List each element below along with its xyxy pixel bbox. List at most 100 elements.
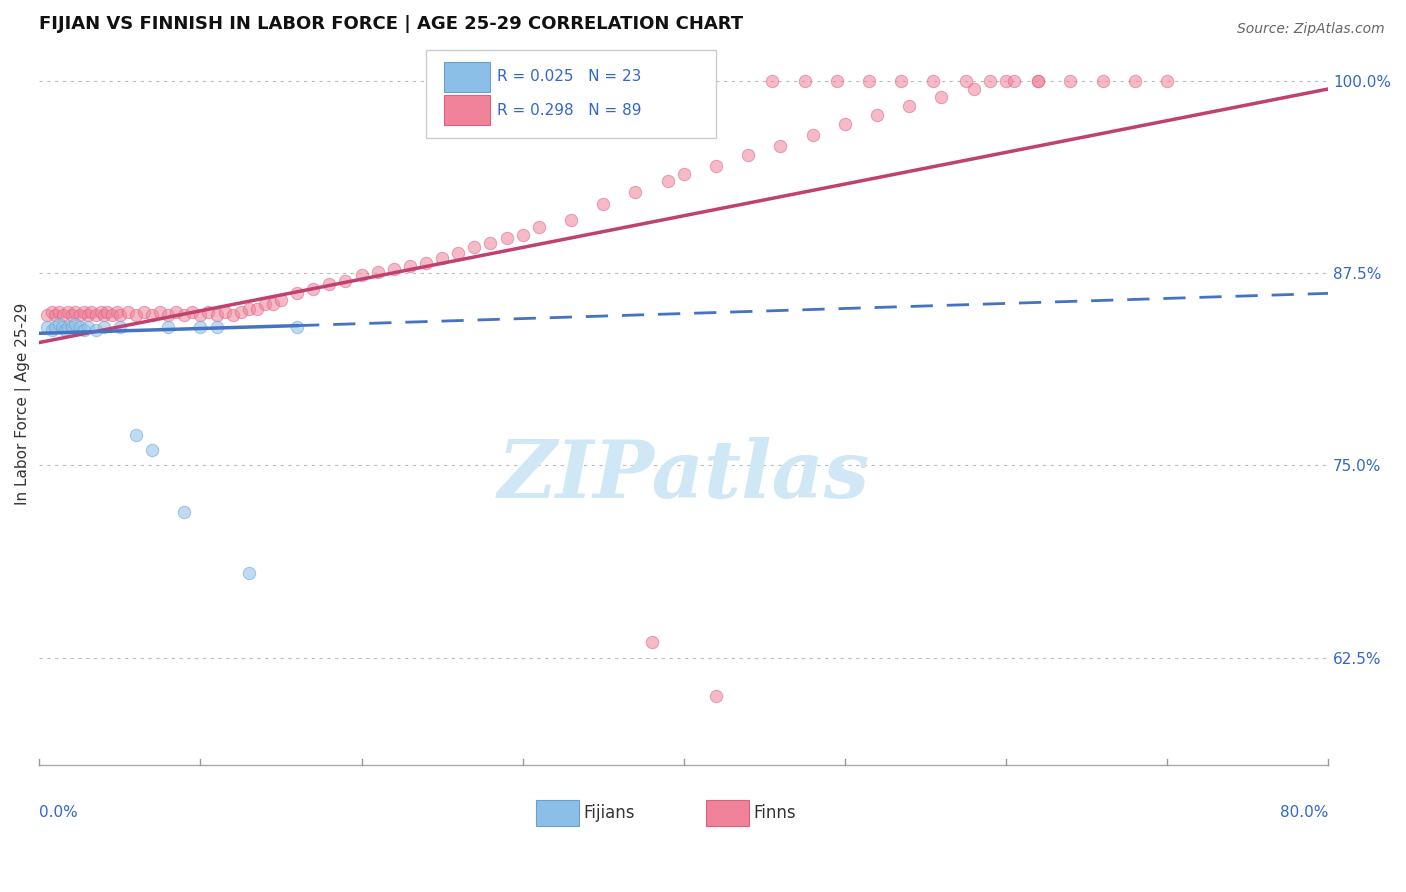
Point xyxy=(430,251,453,265)
Point xyxy=(1156,74,1178,88)
Point xyxy=(479,235,502,250)
Point xyxy=(157,320,180,334)
Point xyxy=(1123,74,1146,88)
Text: 0.0%: 0.0% xyxy=(39,805,79,820)
Point xyxy=(890,74,912,88)
Point xyxy=(105,305,128,319)
Point xyxy=(108,308,131,322)
Point xyxy=(73,323,96,337)
Point xyxy=(270,293,292,307)
Point xyxy=(63,305,86,319)
Point xyxy=(898,99,921,113)
Point xyxy=(761,74,783,88)
Point xyxy=(221,308,243,322)
Point xyxy=(640,635,662,649)
Point xyxy=(302,282,325,296)
Point xyxy=(1091,74,1114,88)
Point xyxy=(205,320,228,334)
Point xyxy=(41,305,63,319)
Point xyxy=(253,297,276,311)
Point xyxy=(73,305,96,319)
FancyBboxPatch shape xyxy=(536,800,579,827)
Point xyxy=(399,259,422,273)
Point xyxy=(190,308,212,322)
Point xyxy=(238,566,260,580)
Point xyxy=(149,305,172,319)
Point xyxy=(37,320,59,334)
Point xyxy=(69,320,91,334)
Point xyxy=(318,277,340,292)
Point xyxy=(80,305,103,319)
Point xyxy=(132,305,155,319)
Point xyxy=(205,308,228,322)
Point xyxy=(672,167,695,181)
Point xyxy=(1002,74,1025,88)
Point xyxy=(108,320,131,334)
Text: R = 0.025   N = 23: R = 0.025 N = 23 xyxy=(496,70,641,85)
FancyBboxPatch shape xyxy=(706,800,749,827)
Point xyxy=(76,308,98,322)
Point xyxy=(246,301,269,316)
Point xyxy=(704,689,727,703)
Point xyxy=(84,323,107,337)
FancyBboxPatch shape xyxy=(444,95,491,125)
Text: FIJIAN VS FINNISH IN LABOR FORCE | AGE 25-29 CORRELATION CHART: FIJIAN VS FINNISH IN LABOR FORCE | AGE 2… xyxy=(39,15,744,33)
Text: Finns: Finns xyxy=(754,805,796,822)
Point xyxy=(44,320,66,334)
Point xyxy=(350,268,373,282)
Point xyxy=(592,197,614,211)
Point xyxy=(58,305,80,319)
Point xyxy=(495,231,517,245)
Point xyxy=(60,308,83,322)
Point xyxy=(90,305,112,319)
Point xyxy=(1026,74,1049,88)
Point xyxy=(52,308,75,322)
Point xyxy=(76,320,98,334)
Point xyxy=(769,139,792,153)
Point xyxy=(657,174,679,188)
Point xyxy=(190,320,212,334)
Point xyxy=(173,308,195,322)
Point xyxy=(117,305,139,319)
FancyBboxPatch shape xyxy=(444,62,491,92)
Point xyxy=(173,504,195,518)
Point xyxy=(84,308,107,322)
Point xyxy=(60,320,83,334)
Point xyxy=(1059,74,1081,88)
Point xyxy=(834,117,856,131)
Point xyxy=(825,74,848,88)
Point xyxy=(858,74,880,88)
Point xyxy=(51,320,73,334)
Point xyxy=(866,108,889,122)
Point xyxy=(63,317,86,331)
Point xyxy=(1026,74,1049,88)
Point xyxy=(793,74,815,88)
Point xyxy=(285,320,308,334)
Point xyxy=(93,308,115,322)
Text: R = 0.298   N = 89: R = 0.298 N = 89 xyxy=(496,103,641,118)
Point xyxy=(737,148,759,162)
Text: Source: ZipAtlas.com: Source: ZipAtlas.com xyxy=(1237,22,1385,37)
Point xyxy=(955,74,977,88)
Point xyxy=(229,305,252,319)
Point xyxy=(197,305,219,319)
Point xyxy=(53,323,76,337)
Text: 80.0%: 80.0% xyxy=(1279,805,1329,820)
Point xyxy=(367,265,389,279)
Point xyxy=(463,240,485,254)
Point xyxy=(157,308,180,322)
FancyBboxPatch shape xyxy=(426,50,716,138)
Point xyxy=(181,305,204,319)
Point xyxy=(447,246,470,260)
Point xyxy=(69,308,91,322)
Point xyxy=(141,308,163,322)
Point xyxy=(704,159,727,173)
Point xyxy=(96,305,118,319)
Point xyxy=(238,301,260,316)
Point xyxy=(93,320,115,334)
Point xyxy=(801,128,824,142)
Point xyxy=(335,274,357,288)
Point xyxy=(512,227,534,242)
Point xyxy=(527,220,550,235)
Point xyxy=(48,317,70,331)
